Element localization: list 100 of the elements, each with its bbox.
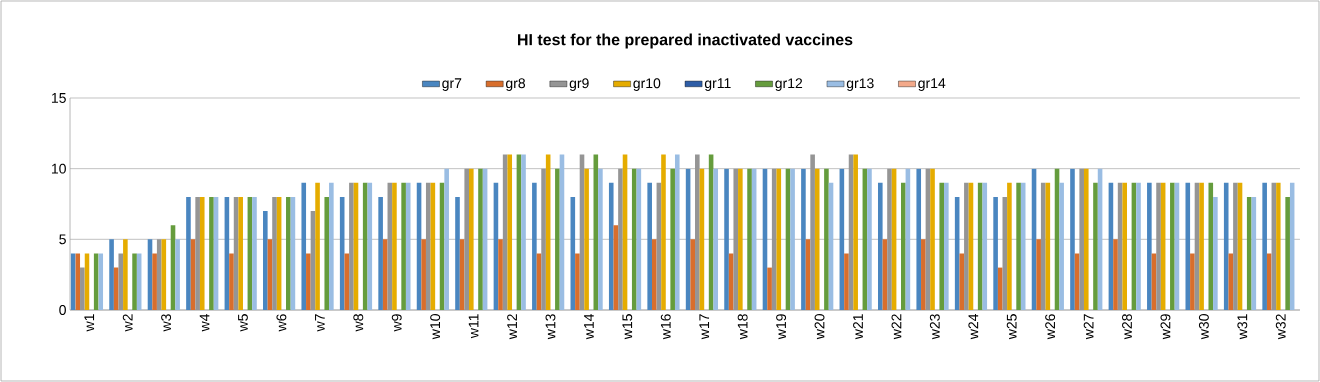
bar xyxy=(1223,182,1229,310)
bar xyxy=(80,267,85,310)
bar xyxy=(670,168,675,310)
bar xyxy=(263,211,268,310)
x-tick-label: w25 xyxy=(1006,314,1017,340)
bar xyxy=(521,154,526,310)
bar xyxy=(853,154,858,310)
x-tick-label: w14 xyxy=(584,313,594,340)
x-tick-label: w22 xyxy=(891,314,902,340)
x-tick-label: w1 xyxy=(84,314,95,332)
bar xyxy=(478,168,483,310)
x-tick-label: w15 xyxy=(622,314,633,340)
bar xyxy=(175,239,180,310)
bar xyxy=(982,182,988,310)
bar xyxy=(469,168,474,310)
bar xyxy=(631,168,637,310)
bar xyxy=(647,182,652,310)
y-tick-label: 15 xyxy=(51,93,66,103)
bar xyxy=(1122,182,1128,310)
bar xyxy=(286,196,291,310)
bar xyxy=(1136,182,1141,310)
bar xyxy=(1059,182,1064,310)
bar xyxy=(392,182,397,310)
bar xyxy=(1185,182,1191,310)
bar xyxy=(306,253,311,310)
bar xyxy=(152,253,157,310)
x-tick-label: w18 xyxy=(737,314,748,340)
bar xyxy=(455,196,460,310)
x-tick-label: w28 xyxy=(1122,314,1132,340)
bar xyxy=(425,182,431,310)
legend-label: gr7 xyxy=(442,78,462,91)
bar xyxy=(199,196,205,310)
bar xyxy=(997,267,1003,310)
x-tick-label: w17 xyxy=(699,314,710,340)
x-tick-label: w27 xyxy=(1083,314,1094,340)
bar xyxy=(1040,182,1046,310)
bar xyxy=(724,168,729,310)
bar xyxy=(814,168,820,310)
x-tick-label: w16 xyxy=(660,314,671,340)
bar xyxy=(195,196,200,310)
bar xyxy=(238,196,243,310)
bar xyxy=(118,253,124,310)
bar xyxy=(252,196,257,310)
legend-label: gr11 xyxy=(704,78,731,91)
bar xyxy=(1070,168,1075,310)
bar xyxy=(329,182,334,310)
bar xyxy=(801,168,806,310)
bar xyxy=(776,168,782,310)
bar xyxy=(584,168,589,310)
bar xyxy=(498,239,503,310)
bar xyxy=(747,168,752,310)
bar xyxy=(344,253,350,310)
x-tick-label: w29 xyxy=(1160,314,1171,340)
x-tick-label: w10 xyxy=(430,314,441,340)
bar xyxy=(301,182,307,310)
bar xyxy=(877,182,883,310)
y-tick-label: 5 xyxy=(59,234,66,245)
x-tick-label: w8 xyxy=(353,314,364,332)
bar xyxy=(401,182,406,310)
bar xyxy=(887,168,892,310)
bar xyxy=(930,168,935,310)
bar xyxy=(555,168,560,310)
bar xyxy=(229,253,234,310)
bar xyxy=(598,168,603,310)
x-tick-label: w24 xyxy=(968,313,979,340)
bar xyxy=(378,196,383,310)
bar xyxy=(1199,182,1204,310)
bar xyxy=(1233,182,1238,310)
bar xyxy=(810,154,815,310)
bar xyxy=(156,239,162,310)
bar xyxy=(921,239,926,310)
y-tick-label: 0 xyxy=(59,305,66,315)
legend-label: gr12 xyxy=(775,78,803,91)
bar xyxy=(661,154,666,310)
bar xyxy=(324,196,330,310)
bar xyxy=(844,253,849,310)
x-tick-label: w11 xyxy=(468,314,479,339)
bar xyxy=(1007,182,1012,310)
x-tick-label: w19 xyxy=(776,314,787,340)
x-tick-label: w4 xyxy=(199,313,210,332)
x-tick-label: w20 xyxy=(814,314,825,340)
legend-label: gr13 xyxy=(846,78,874,91)
legend-label: gr9 xyxy=(569,78,589,91)
x-tick-label: w30 xyxy=(1198,314,1209,340)
bar xyxy=(959,253,965,310)
bar xyxy=(1208,182,1214,310)
bar xyxy=(944,182,949,310)
bar xyxy=(900,182,906,310)
bar xyxy=(1262,182,1267,310)
bar xyxy=(618,168,623,310)
bar xyxy=(674,154,680,310)
bar xyxy=(209,196,214,310)
bar xyxy=(916,168,922,310)
bar xyxy=(132,253,137,310)
bar xyxy=(964,182,969,310)
bar xyxy=(1170,182,1175,310)
bar xyxy=(790,168,795,310)
bar xyxy=(123,239,128,310)
bar xyxy=(1113,239,1118,310)
bar xyxy=(272,196,277,310)
